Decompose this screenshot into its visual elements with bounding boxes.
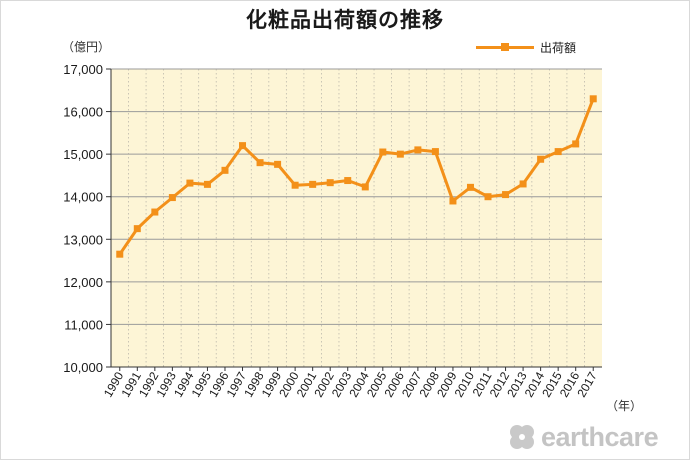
data-point-marker bbox=[291, 181, 299, 189]
x-axis-unit-label: （年） bbox=[606, 399, 643, 413]
y-tick-label: 15,000 bbox=[63, 147, 103, 162]
data-point-marker bbox=[326, 179, 334, 187]
data-point-marker bbox=[431, 148, 439, 156]
y-tick-label: 13,000 bbox=[63, 232, 103, 247]
data-point-marker bbox=[466, 183, 474, 191]
data-point-marker bbox=[484, 193, 492, 201]
x-tick-label: 2017 bbox=[574, 369, 600, 399]
data-point-marker bbox=[133, 225, 141, 233]
leaf-clover-icon bbox=[510, 425, 534, 449]
data-point-marker bbox=[221, 166, 229, 174]
earthcare-watermark: earthcare bbox=[507, 420, 659, 454]
data-point-marker bbox=[256, 159, 264, 167]
data-point-marker bbox=[116, 250, 124, 258]
y-axis-unit-label: （億円） bbox=[62, 40, 111, 54]
series-line bbox=[118, 98, 595, 256]
data-point-marker bbox=[519, 180, 527, 188]
legend-swatch bbox=[476, 40, 534, 54]
data-point-marker bbox=[554, 148, 562, 156]
data-point-marker bbox=[274, 160, 282, 168]
data-point-marker bbox=[186, 179, 194, 187]
y-tick-label: 11,000 bbox=[64, 317, 103, 332]
data-point-marker bbox=[168, 194, 176, 202]
data-point-marker bbox=[396, 150, 404, 158]
chart-title: 化粧品出荷額の推移 bbox=[246, 8, 444, 32]
data-point-marker bbox=[537, 155, 545, 163]
y-tick-label: 16,000 bbox=[63, 105, 103, 120]
data-point-marker bbox=[239, 142, 247, 150]
data-point-marker bbox=[344, 177, 352, 185]
chart-legend: 出荷額 bbox=[476, 38, 576, 56]
y-tick-label: 12,000 bbox=[63, 275, 103, 290]
data-point-marker bbox=[589, 95, 597, 103]
legend-label: 出荷額 bbox=[540, 40, 577, 55]
watermark-text: earthcare bbox=[541, 421, 659, 452]
data-point-marker bbox=[361, 183, 369, 191]
data-point-marker bbox=[203, 180, 211, 188]
data-point-marker bbox=[379, 148, 387, 156]
data-point-marker bbox=[151, 208, 159, 216]
y-tick-label: 10,000 bbox=[63, 360, 103, 375]
data-point-marker bbox=[502, 191, 510, 199]
data-point-marker bbox=[414, 146, 422, 154]
y-tick-label: 14,000 bbox=[63, 190, 103, 205]
data-point-marker bbox=[309, 180, 317, 188]
y-tick-label: 17,000 bbox=[63, 62, 103, 77]
data-point-marker bbox=[572, 140, 580, 148]
data-point-marker bbox=[449, 197, 457, 205]
